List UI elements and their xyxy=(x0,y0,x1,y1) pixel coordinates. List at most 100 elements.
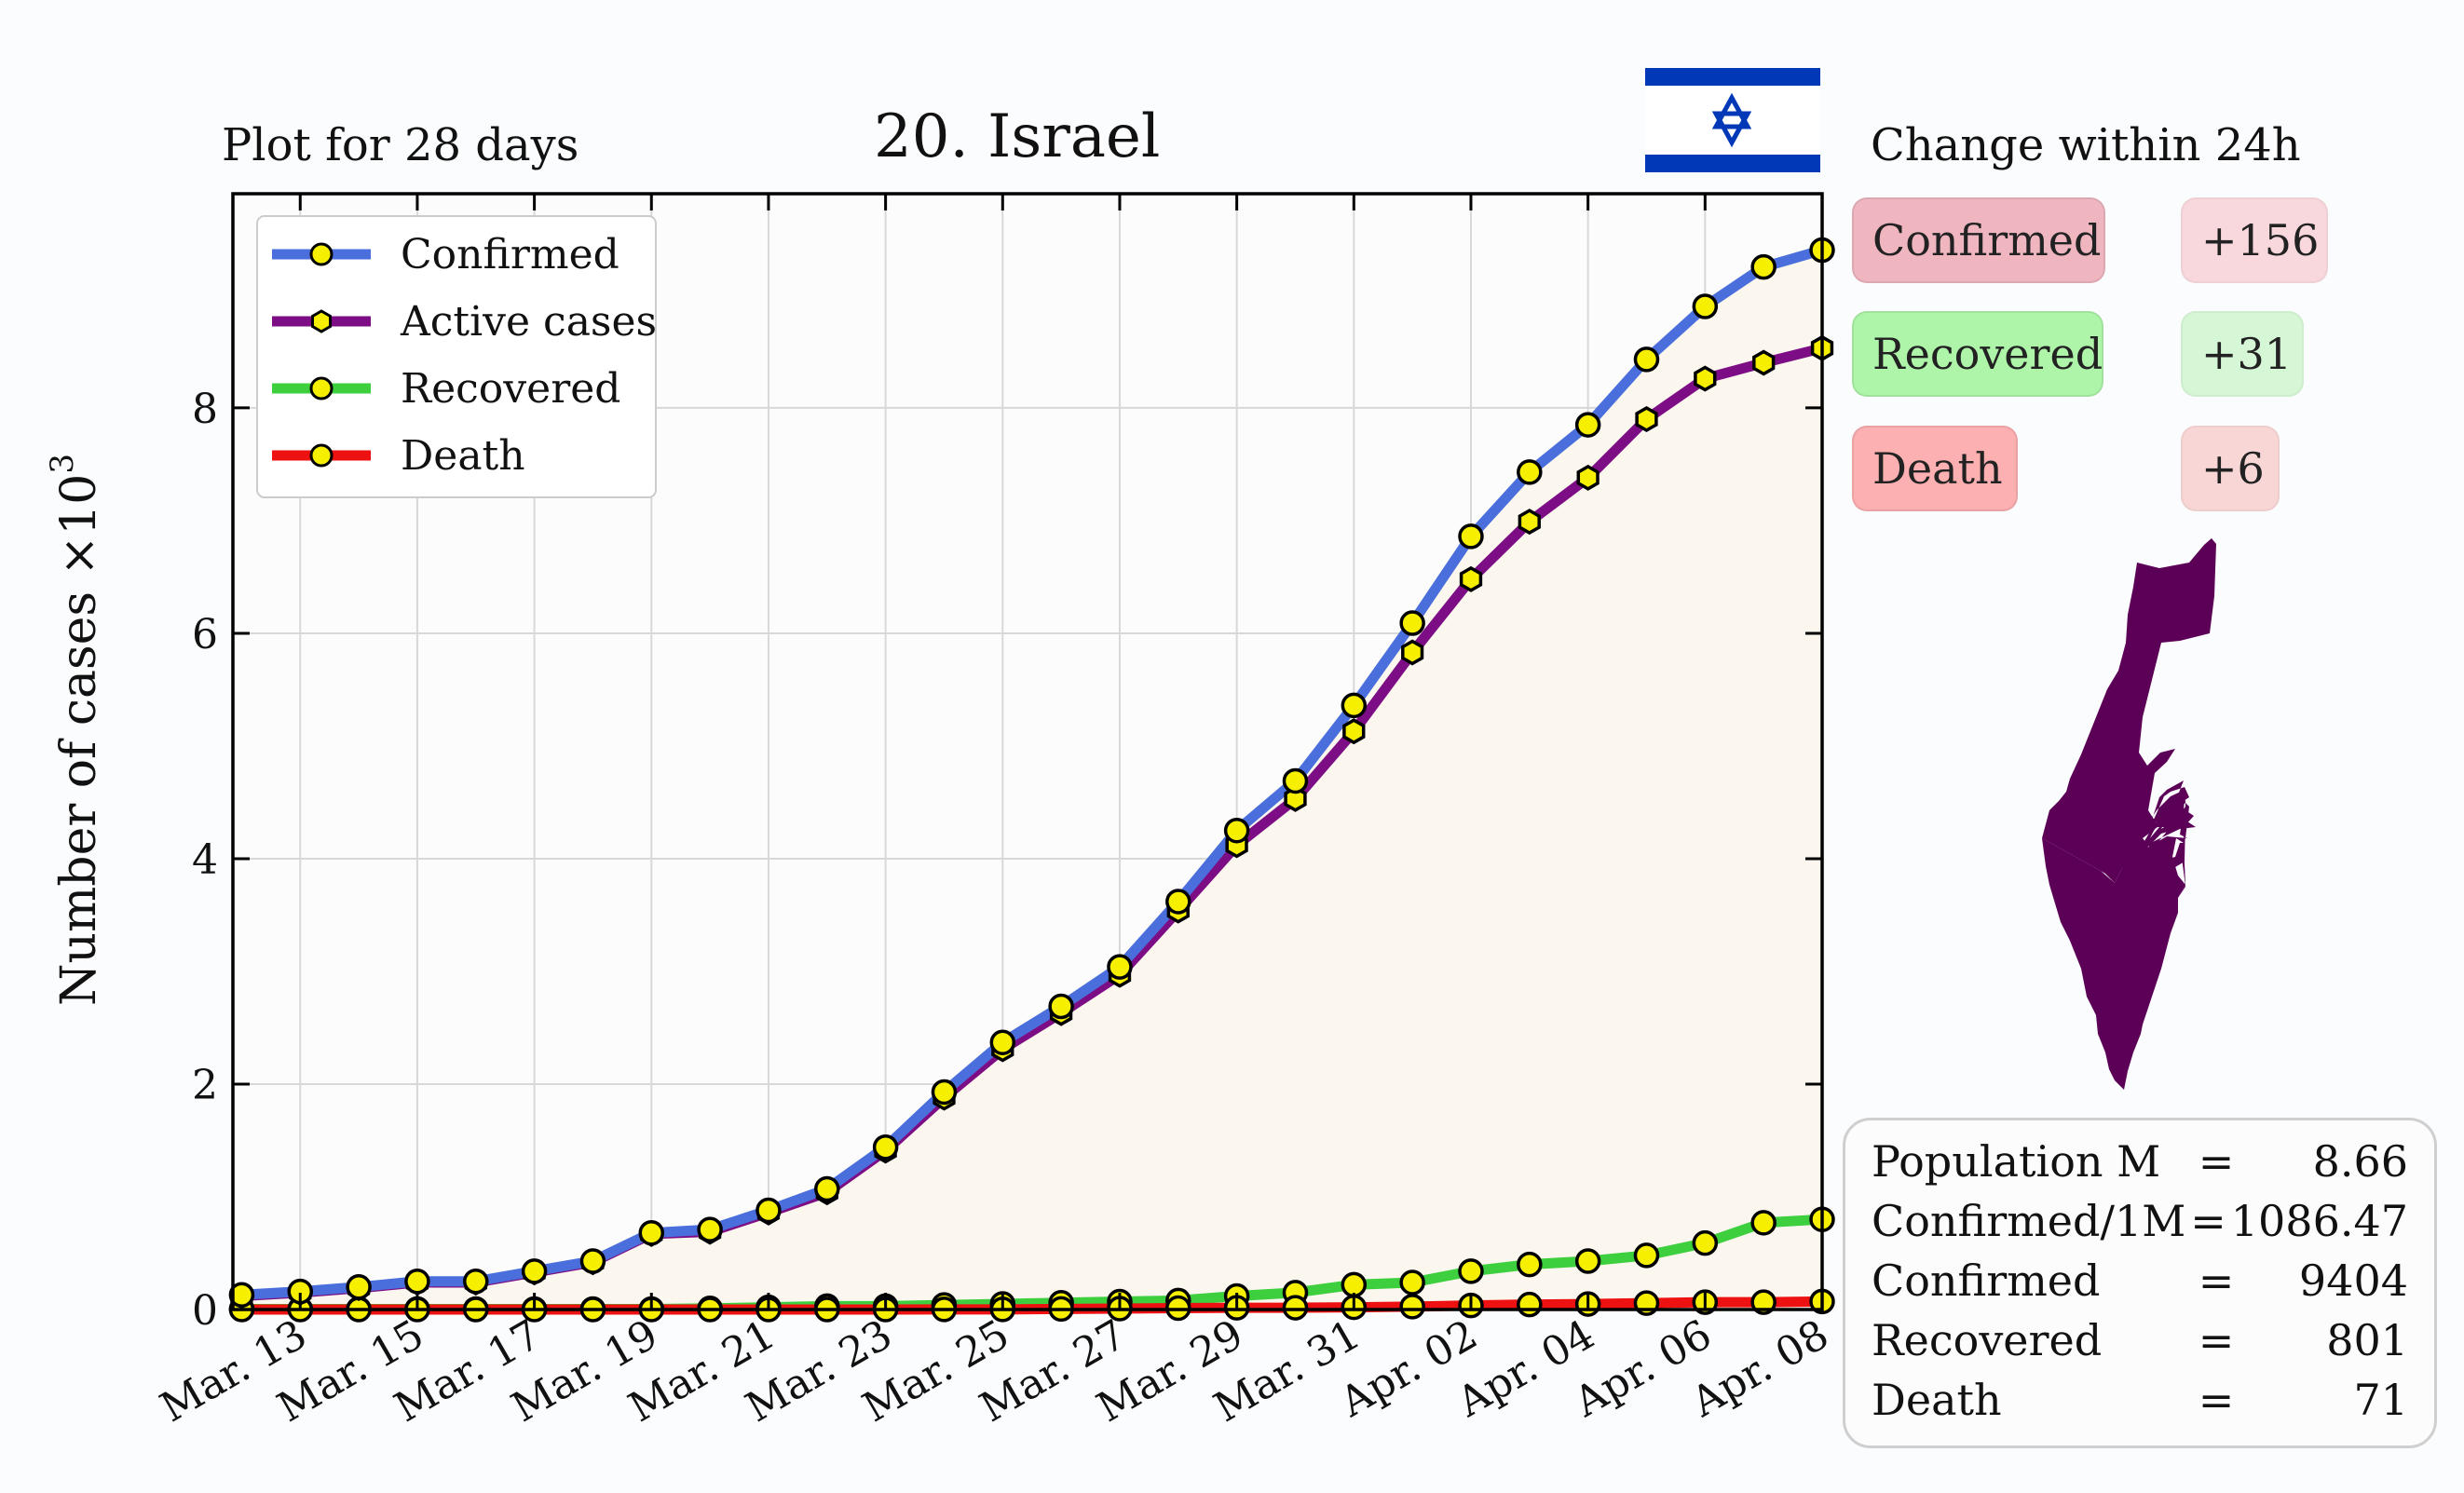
y-tick-label: 2 xyxy=(192,1062,218,1109)
recovered-point xyxy=(1399,1269,1425,1296)
filled-area xyxy=(241,250,1822,1310)
legend-label-death: Death xyxy=(401,432,525,480)
active-cases-point xyxy=(1284,785,1307,812)
recovered-point xyxy=(1750,1210,1777,1236)
death-point xyxy=(1750,1289,1777,1315)
y-tick-label: 0 xyxy=(192,1287,218,1335)
confirmed-point xyxy=(756,1197,782,1224)
legend-marker-active-cases xyxy=(311,309,332,333)
stat-label: Death xyxy=(1872,1375,2002,1425)
confirmed-fill xyxy=(241,250,1822,1310)
confirmed-point xyxy=(346,1274,372,1300)
x-tick-label: Apr. 06 xyxy=(1566,1310,1720,1427)
x-tick-label: Apr. 02 xyxy=(1331,1310,1485,1427)
active-cases-point xyxy=(1694,365,1717,392)
confirmed-point xyxy=(579,1248,606,1274)
legend-label-active-cases: Active cases xyxy=(400,298,657,346)
confirmed-point xyxy=(1750,253,1777,280)
chart-title: 20. Israel xyxy=(874,102,1160,171)
stat-label: Recovered xyxy=(1872,1315,2103,1365)
confirmed-point xyxy=(404,1268,430,1295)
confirmed-point xyxy=(1165,889,1191,915)
stat-eq: = xyxy=(2198,1315,2235,1365)
confirmed-point xyxy=(1517,459,1543,485)
confirmed-point xyxy=(931,1079,958,1106)
legend-label-confirmed: Confirmed xyxy=(401,231,619,278)
y-axis-label: Number of cases ×103 xyxy=(44,454,107,1006)
stat-val: 9404 xyxy=(2298,1255,2408,1306)
confirmed-line xyxy=(236,245,1828,1300)
change-confirmed-label: Confirmed xyxy=(1852,197,2105,283)
stat-eq: = xyxy=(2198,1136,2235,1187)
active-cases-point xyxy=(1752,349,1776,376)
confirmed-point xyxy=(1574,412,1601,438)
active-cases-point xyxy=(1459,565,1483,592)
confirmed-point xyxy=(1458,523,1484,550)
x-tick-label: Apr. 04 xyxy=(1449,1310,1602,1427)
legend-box xyxy=(256,215,657,498)
recovered-point xyxy=(1517,1251,1543,1278)
recovered-point xyxy=(1458,1258,1484,1284)
confirmed-point xyxy=(1633,346,1660,373)
recovered-point xyxy=(1692,1229,1719,1256)
recovered-point xyxy=(1574,1248,1601,1274)
confirmed-point xyxy=(989,1029,1016,1055)
axes-frame xyxy=(231,192,1824,1311)
israel-flag-icon xyxy=(1645,68,1820,172)
israel-map-icon xyxy=(2042,538,2216,1090)
change-death-value: +6 xyxy=(2181,426,2280,511)
confirmed-point xyxy=(1341,692,1368,719)
death-point xyxy=(1517,1291,1543,1318)
stat-row: Confirmed/1M = 1086.47 xyxy=(1872,1191,2408,1251)
confirmed-point xyxy=(872,1133,899,1160)
svg-text:Number of cases ×103: Number of cases ×103 xyxy=(44,454,107,1006)
legend-marker-confirmed xyxy=(309,242,334,266)
y-axis-label-exponent: 3 xyxy=(44,454,81,474)
x-tick-label: Apr. 08 xyxy=(1682,1310,1836,1427)
y-axis-label-main: Number of cases ×10 xyxy=(51,474,107,1006)
confirmed-point xyxy=(1107,954,1133,980)
active-cases-point xyxy=(1576,464,1600,491)
legend-label-recovered: Recovered xyxy=(401,365,620,413)
change-death-label: Death xyxy=(1852,426,2018,511)
stat-eq: = xyxy=(2198,1255,2235,1306)
legend-marker-death xyxy=(309,443,334,468)
recovered-point xyxy=(1633,1242,1660,1269)
stat-val: 801 xyxy=(2326,1315,2408,1365)
active-cases-point xyxy=(1518,509,1541,536)
stat-val: 1086.47 xyxy=(2230,1196,2408,1246)
confirmed-point xyxy=(814,1175,840,1202)
death-point xyxy=(1282,1295,1309,1321)
active-cases-point xyxy=(1342,718,1366,745)
confirmed-point xyxy=(1223,817,1250,844)
change-recovered-label: Recovered xyxy=(1852,311,2103,397)
confirmed-point xyxy=(463,1268,489,1295)
recovered-point xyxy=(1341,1271,1368,1298)
confirmed-point xyxy=(1692,293,1719,319)
stat-eq: = xyxy=(2190,1196,2226,1246)
confirmed-point xyxy=(521,1258,548,1284)
y-tick-label: 4 xyxy=(192,836,218,884)
confirmed-point xyxy=(228,1282,255,1309)
change-confirmed-value: +156 xyxy=(2181,197,2328,283)
stat-val: 8.66 xyxy=(2312,1136,2408,1187)
stat-val: 71 xyxy=(2353,1375,2408,1425)
plot-frame xyxy=(231,192,1824,1311)
stat-row: Death = 71 xyxy=(1872,1370,2408,1430)
legend-marker-recovered xyxy=(309,376,334,400)
confirmed-point xyxy=(697,1216,723,1242)
active-cases-point xyxy=(1635,405,1658,433)
stat-label: Confirmed/1M xyxy=(1872,1196,2186,1246)
stat-label: Population M xyxy=(1872,1136,2161,1187)
active-cases-point xyxy=(1401,639,1424,666)
legend: Confirmed Active cases Recovered Death xyxy=(256,215,657,498)
confirmed-point xyxy=(1399,610,1425,636)
stat-row: Recovered = 801 xyxy=(1872,1310,2408,1370)
plot-period-label: Plot for 28 days xyxy=(222,119,579,171)
change-recovered-value: +31 xyxy=(2181,311,2304,397)
stat-row: Population M = 8.66 xyxy=(1872,1132,2408,1191)
y-tick-label: 8 xyxy=(192,386,218,433)
change-title: Change within 24h xyxy=(1871,119,2301,171)
stats-panel: Population M = 8.66 Confirmed/1M = 1086.47 Con… xyxy=(1843,1118,2437,1448)
